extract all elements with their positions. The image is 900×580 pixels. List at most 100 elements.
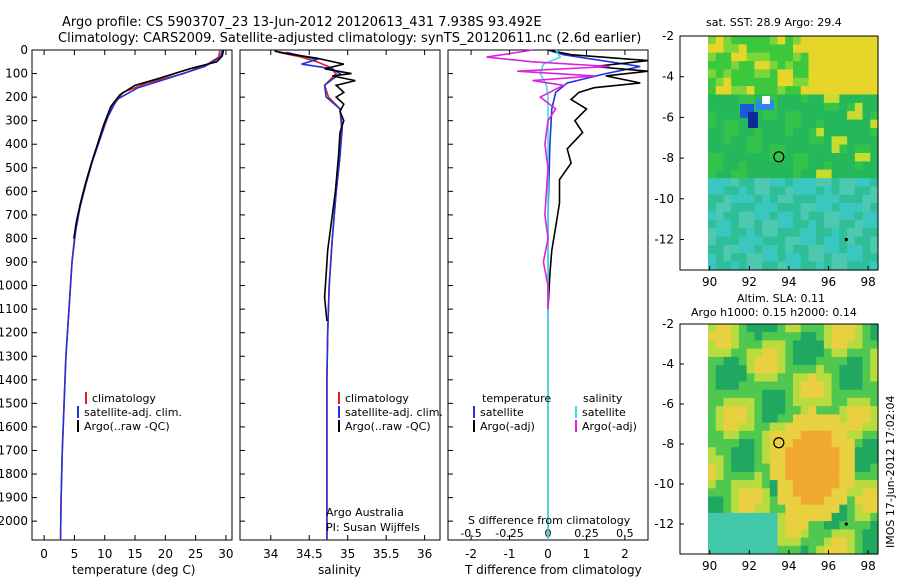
field-cell <box>831 537 840 547</box>
field-cell <box>808 144 817 154</box>
field-cell <box>723 422 732 432</box>
field-cell <box>831 529 840 539</box>
legend-label-argo: Argo(..raw -QC) <box>84 420 170 433</box>
field-cell <box>777 529 786 539</box>
field-cell <box>808 389 817 399</box>
field-cell <box>785 340 794 350</box>
field-cell <box>808 348 817 358</box>
field-cell <box>854 488 864 498</box>
field-cell <box>731 169 740 179</box>
lat-tick-label: -2 <box>662 317 674 331</box>
x-tick-label: 10 <box>97 547 112 561</box>
field-cell <box>738 69 748 79</box>
field-cell <box>708 44 717 54</box>
field-cell <box>708 153 717 162</box>
field-cell <box>746 381 755 391</box>
field-cell <box>731 186 740 196</box>
field-cell <box>808 44 817 54</box>
field-cell <box>754 236 763 246</box>
field-cell <box>731 521 740 530</box>
field-cell <box>738 86 748 96</box>
field-cell <box>708 348 717 358</box>
field-cell <box>816 161 825 171</box>
field-cell <box>738 127 748 137</box>
field-cell <box>823 332 833 341</box>
field-cell <box>769 244 779 254</box>
field-cell <box>762 77 771 87</box>
field-cell <box>800 488 809 498</box>
field-cell <box>816 36 825 45</box>
field-cell <box>854 521 864 530</box>
field-cell <box>816 447 825 456</box>
field-cell <box>816 397 825 407</box>
field-cell <box>785 153 794 162</box>
field-cell <box>862 381 871 391</box>
field-cell <box>793 136 802 146</box>
field-cell <box>808 397 817 407</box>
field-cell <box>738 422 748 432</box>
field-cell <box>870 219 879 229</box>
field-cell <box>769 365 779 374</box>
field-cell <box>862 203 871 213</box>
field-cell <box>808 86 817 96</box>
field-cell <box>839 244 848 254</box>
field-cell <box>738 488 748 498</box>
field-cell <box>870 77 879 87</box>
field-cell <box>823 44 833 54</box>
field-cell <box>816 169 825 179</box>
field-cell <box>723 365 732 374</box>
field-cell <box>754 545 763 555</box>
field-cell <box>831 203 840 213</box>
field-cell <box>808 69 817 79</box>
field-cell <box>769 253 779 263</box>
field-cell <box>862 348 871 358</box>
field-cell <box>854 144 864 154</box>
field-cell <box>800 340 809 350</box>
field-cell <box>816 480 825 489</box>
field-cell <box>723 244 732 254</box>
field-cell <box>715 356 724 366</box>
cold-patch <box>762 96 770 104</box>
field-cell <box>831 397 840 407</box>
field-cell <box>870 194 879 204</box>
x-tick-label: 35.5 <box>373 547 400 561</box>
field-cell <box>800 332 809 341</box>
field-cell <box>762 228 771 238</box>
field-cell <box>862 365 871 374</box>
field-cell <box>777 463 786 473</box>
salinity-axes-frame <box>239 49 441 541</box>
field-cell <box>831 406 840 415</box>
field-cell <box>800 261 809 271</box>
field-cell <box>731 422 740 432</box>
field-cell <box>800 545 809 555</box>
salinity-tick-labels: 34 34.5 35 35.5 36 <box>240 49 432 561</box>
field-cell <box>715 61 724 71</box>
field-cell <box>870 348 879 358</box>
field-cell <box>777 219 786 229</box>
field-cell <box>754 194 763 204</box>
field-cell <box>715 381 724 391</box>
field-cell <box>831 455 840 465</box>
field-cell <box>800 186 809 196</box>
field-cell <box>731 102 740 112</box>
field-cell <box>715 111 724 121</box>
field-cell <box>738 261 748 271</box>
field-cell <box>808 512 817 522</box>
field-cell <box>847 178 856 188</box>
field-cell <box>723 529 732 539</box>
field-cell <box>777 439 786 448</box>
field-cell <box>708 52 717 62</box>
field-cell <box>862 463 871 473</box>
field-cell <box>731 324 740 333</box>
field-cell <box>777 521 786 530</box>
field-cell <box>708 36 717 45</box>
field-cell <box>839 178 848 188</box>
field-cell <box>793 397 802 407</box>
field-cell <box>854 77 864 87</box>
field-cell <box>870 545 879 555</box>
field-cell <box>793 471 802 481</box>
field-cell <box>731 463 740 473</box>
field-cell <box>708 144 717 154</box>
field-cell <box>808 186 817 196</box>
lat-tick-label: -4 <box>662 70 674 84</box>
